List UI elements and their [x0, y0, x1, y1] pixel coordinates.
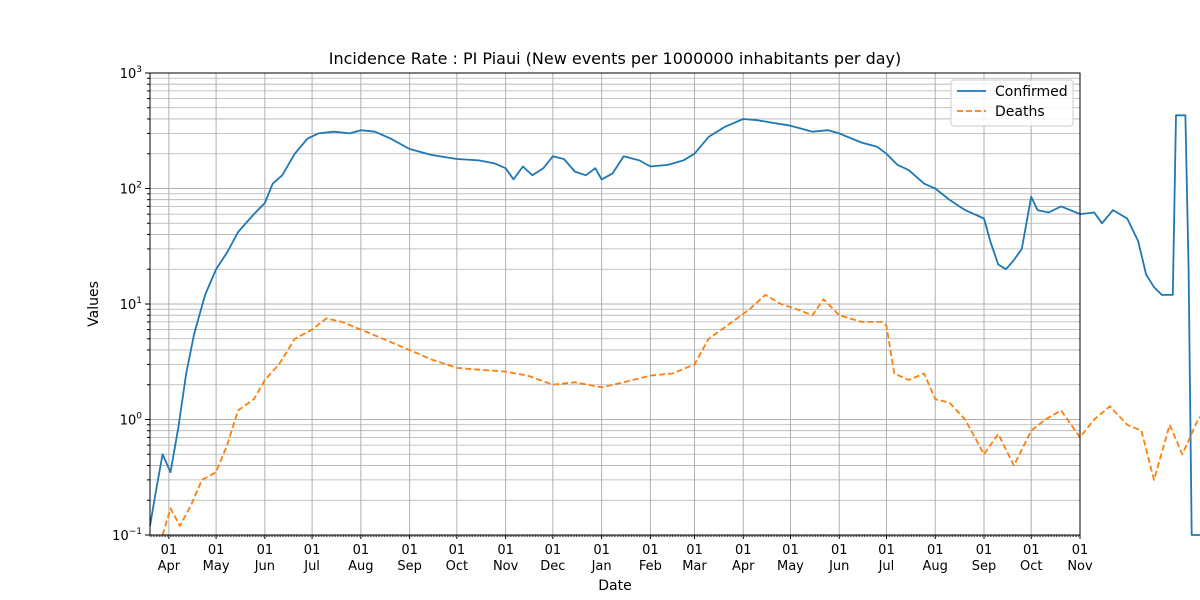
x-tick-month-label: Nov	[493, 559, 519, 574]
x-tick-month-label: Sep	[972, 559, 997, 574]
x-tick-month-label: Apr	[158, 559, 181, 574]
legend: Confirmed Deaths	[950, 79, 1074, 127]
x-tick-month-label: Jul	[878, 559, 895, 574]
y-tick-label: 10−1	[112, 527, 142, 544]
legend-label-confirmed: Confirmed	[995, 84, 1068, 100]
x-tick-day-label: 01	[545, 543, 562, 558]
y-tick-label: 100	[120, 412, 143, 429]
x-tick-month-label: Aug	[348, 559, 373, 574]
x-tick-day-label: 01	[449, 543, 466, 558]
x-tick-day-label: 01	[927, 543, 944, 558]
series-line-confirmed	[149, 114, 1200, 536]
x-tick-day-label: 01	[353, 543, 370, 558]
grid	[150, 72, 1081, 536]
y-axis-label: Values	[86, 281, 102, 327]
x-tick-month-label: Jul	[303, 559, 320, 574]
series-layer	[149, 114, 1200, 536]
y-axis: 10−1 100 101 102 103	[112, 65, 150, 544]
x-tick-day-label: 01	[735, 543, 752, 558]
x-tick-month-label: Apr	[732, 559, 755, 574]
x-tick-day-label: 01	[1072, 543, 1089, 558]
x-axis-label: Date	[598, 578, 631, 594]
x-tick-day-label: 01	[976, 543, 993, 558]
x-axis: 01Apr01May01Jun01Jul01Aug01Sep01Oct01Nov…	[149, 535, 1093, 574]
chart-title: Incidence Rate : PI Piaui (New events pe…	[329, 49, 902, 68]
x-tick-day-label: 01	[878, 543, 895, 558]
x-tick-day-label: 01	[304, 543, 321, 558]
x-tick-month-label: Oct	[1020, 559, 1042, 574]
x-tick-day-label: 01	[257, 543, 274, 558]
y-tick-label: 101	[120, 296, 142, 313]
x-tick-day-label: 01	[497, 543, 514, 558]
x-tick-day-label: 01	[208, 543, 225, 558]
x-tick-month-label: Dec	[540, 559, 565, 574]
series-line-deaths	[161, 293, 1200, 536]
x-tick-month-label: Jun	[828, 559, 849, 574]
x-tick-month-label: Aug	[923, 559, 948, 574]
x-tick-month-label: May	[777, 559, 804, 574]
x-tick-month-label: Mar	[682, 559, 707, 574]
x-tick-day-label: 01	[686, 543, 703, 558]
y-tick-label: 102	[120, 181, 142, 198]
x-tick-day-label: 01	[642, 543, 659, 558]
x-tick-day-label: 01	[593, 543, 610, 558]
x-tick-month-label: Jan	[591, 559, 612, 574]
y-tick-label: 103	[120, 65, 142, 82]
x-tick-month-label: Nov	[1067, 559, 1093, 574]
x-tick-day-label: 01	[161, 543, 178, 558]
x-tick-month-label: Jun	[254, 559, 275, 574]
x-tick-month-label: Feb	[639, 559, 662, 574]
x-tick-day-label: 01	[1023, 543, 1040, 558]
x-tick-month-label: Oct	[446, 559, 468, 574]
x-tick-month-label: May	[203, 559, 230, 574]
x-tick-day-label: 01	[831, 543, 848, 558]
x-tick-month-label: Sep	[397, 559, 422, 574]
x-tick-day-label: 01	[401, 543, 418, 558]
legend-label-deaths: Deaths	[995, 104, 1045, 120]
x-tick-day-label: 01	[782, 543, 799, 558]
